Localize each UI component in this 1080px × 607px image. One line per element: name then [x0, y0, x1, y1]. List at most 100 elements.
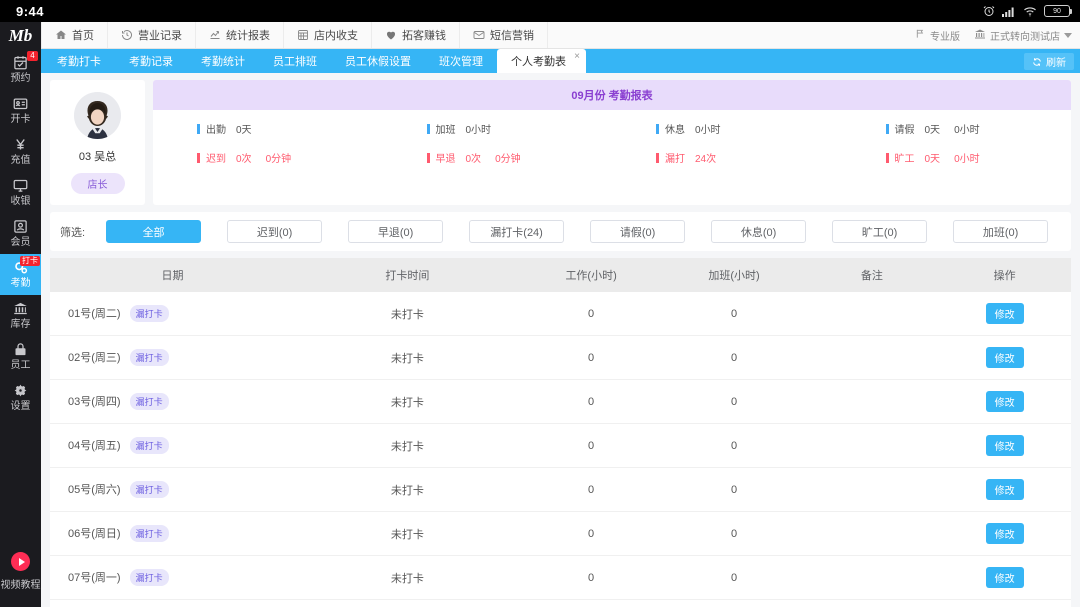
edit-button[interactable]: 修改 — [985, 523, 1024, 544]
nav-item-label: 统计报表 — [226, 30, 270, 42]
nav-item-sms-marketing[interactable]: 短信营销 — [460, 22, 548, 48]
sidebar-item-shouyin[interactable]: 收银 — [0, 172, 41, 213]
nav-item-customer-acquisition[interactable]: 拓客赚钱 — [372, 22, 460, 48]
chevron-down-icon[interactable] — [1064, 32, 1072, 38]
refresh-button[interactable]: 刷新 — [1024, 53, 1074, 70]
app-logo[interactable]: Mb — [8, 25, 33, 45]
sidebar-item-yuangong[interactable]: 员工 — [0, 336, 41, 377]
sidebar-item-huiyuan[interactable]: 会员 — [0, 213, 41, 254]
cell-punch-time: 未打卡 — [295, 599, 520, 607]
edit-button[interactable]: 修改 — [985, 391, 1024, 412]
cell-overtime-hours: 0 — [662, 335, 806, 380]
sidebar-video-tutorial[interactable]: 视频教程 — [0, 544, 41, 607]
edit-button[interactable]: 修改 — [985, 303, 1024, 324]
cell-overtime-hours: 0 — [662, 292, 806, 336]
nav-item-business-records[interactable]: 营业记录 — [108, 22, 196, 48]
cell-punch-time: 未打卡 — [295, 555, 520, 600]
nav-item-label: 营业记录 — [138, 30, 182, 42]
sidebar-item-chongzhi[interactable]: 充值 — [0, 131, 41, 172]
refresh-icon — [1032, 57, 1042, 67]
edit-button[interactable]: 修改 — [985, 347, 1024, 368]
sidebar-item-kaoqin[interactable]: 打卡 考勤 — [0, 254, 41, 295]
filter-overtime[interactable]: 加班(0) — [953, 220, 1049, 243]
member-icon — [0, 219, 41, 234]
battery-level: 90 — [1053, 7, 1061, 15]
tab-kaoqin-daka[interactable]: 考勤打卡 — [43, 49, 115, 73]
filter-missed-punch[interactable]: 漏打卡(24) — [469, 220, 565, 243]
sidebar-item-yuyue[interactable]: 4 预约 — [0, 49, 41, 90]
cell-date: 07号(周一) 漏打卡 — [50, 555, 296, 600]
sidebar: Mb 4 预约 开卡 — [0, 22, 41, 607]
battery-icon: 90 — [1044, 5, 1072, 17]
heart-icon — [385, 29, 397, 41]
employee-name: 03 吴总 — [78, 151, 117, 163]
row-date: 03号(周四) — [68, 395, 121, 408]
status-icons: 90 — [983, 5, 1072, 17]
nav-item-store-finance[interactable]: 店内收支 — [284, 22, 372, 48]
signal-icon — [1002, 6, 1016, 17]
edit-button[interactable]: 修改 — [985, 567, 1024, 588]
nav-item-home[interactable]: 首页 — [41, 22, 108, 48]
edition-badge[interactable]: 专业版 — [915, 28, 960, 43]
marker-icon — [426, 123, 430, 134]
tab-label: 个人考勤表 — [511, 56, 566, 68]
cell-note — [805, 292, 939, 336]
cell-overtime-hours: 0 — [662, 555, 806, 600]
sidebar-item-label: 收银 — [10, 196, 31, 207]
employee-role-badge: 店长 — [70, 173, 125, 194]
col-work-hours: 工作(小时) — [519, 258, 663, 292]
stat-label: 加班 — [435, 125, 456, 136]
tab-yuangong-xiujia[interactable]: 员工休假设置 — [331, 49, 425, 73]
page-content: 03 吴总 店长 09月份 考勤报表 出勤 0天 — [41, 73, 1080, 607]
stat-label: 迟到 — [206, 154, 226, 165]
col-date: 日期 — [50, 258, 296, 292]
missed-punch-badge: 漏打卡 — [129, 305, 169, 323]
cell-date: 08号(周二)漏打卡 — [50, 599, 296, 607]
employee-profile-card: 03 吴总 店长 — [50, 80, 145, 205]
tab-geren-kaoqinbiao[interactable]: 个人考勤表 × — [497, 49, 586, 73]
attendance-icon — [0, 260, 41, 275]
sidebar-items: 4 预约 开卡 — [0, 49, 41, 544]
tab-banci-guanli[interactable]: 班次管理 — [425, 49, 497, 73]
filter-early-leave[interactable]: 早退(0) — [348, 220, 444, 243]
marker-icon — [885, 152, 889, 163]
filter-leave[interactable]: 请假(0) — [590, 220, 686, 243]
filter-late[interactable]: 迟到(0) — [227, 220, 323, 243]
missed-punch-badge: 漏打卡 — [129, 481, 169, 499]
edit-button[interactable]: 修改 — [985, 479, 1024, 500]
table-row: 05号(周六) 漏打卡 未打卡 0 0 修改 — [50, 467, 1071, 512]
stat-value: 0小时 — [465, 125, 492, 136]
tab-yuangong-paiban[interactable]: 员工排班 — [259, 49, 331, 73]
sidebar-item-label: 员工 — [10, 360, 31, 371]
cell-action: 修改 — [938, 511, 1071, 556]
filter-rest[interactable]: 休息(0) — [711, 220, 807, 243]
close-icon[interactable]: × — [574, 51, 580, 62]
filter-all[interactable]: 全部 — [106, 220, 202, 243]
table-row: 02号(周三) 漏打卡 未打卡 0 0 修改 — [50, 335, 1071, 380]
play-icon — [11, 552, 30, 571]
table-head: 日期 打卡时间 工作(小时) 加班(小时) 备注 操作 — [50, 258, 1071, 292]
nav-item-label: 店内收支 — [314, 30, 358, 42]
attendance-table: 日期 打卡时间 工作(小时) 加班(小时) 备注 操作 01号(周二) 漏打卡 未打… — [50, 258, 1071, 607]
stat-value: 0次 — [236, 154, 252, 165]
sidebar-item-kucun[interactable]: 库存 — [0, 295, 41, 336]
calendar-icon — [0, 55, 41, 70]
filter-absent[interactable]: 旷工(0) — [832, 220, 928, 243]
edit-button[interactable]: 修改 — [985, 435, 1024, 456]
stat-value: 0天 — [924, 154, 941, 165]
cell-work-hours: 0 — [519, 335, 663, 380]
cell-work-hours: 0 — [519, 292, 663, 336]
avatar — [74, 92, 121, 139]
bank-icon — [974, 28, 986, 43]
cell-action: 修改 — [938, 467, 1071, 512]
sidebar-item-label: 设置 — [10, 401, 31, 412]
stat-label: 出勤 — [206, 125, 226, 136]
sidebar-item-kaika[interactable]: 开卡 — [0, 90, 41, 131]
stat-label: 早退 — [435, 154, 456, 165]
tab-kaoqin-jilu[interactable]: 考勤记录 — [115, 49, 187, 73]
tab-label: 考勤统计 — [201, 56, 245, 68]
nav-item-reports[interactable]: 统计报表 — [196, 22, 284, 48]
sidebar-item-shezhi[interactable]: 设置 — [0, 377, 41, 418]
tab-kaoqin-tongji[interactable]: 考勤统计 — [187, 49, 259, 73]
store-selector[interactable]: 正式转向测试店 — [974, 28, 1072, 43]
